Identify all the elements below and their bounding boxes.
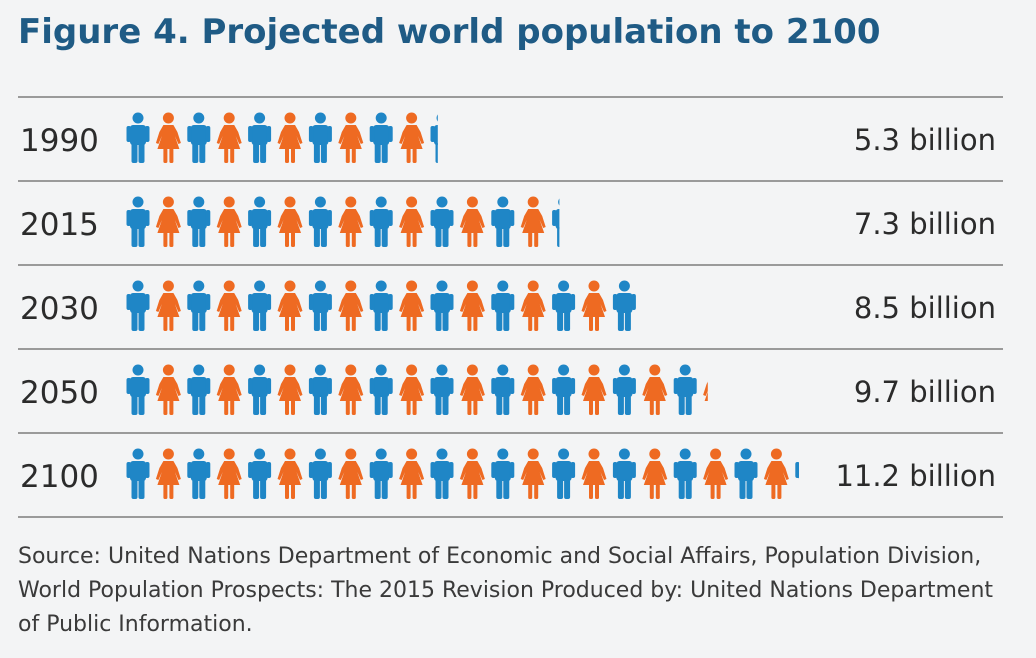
man-icon — [795, 462, 799, 480]
woman-icon — [520, 280, 546, 331]
woman-icon — [338, 112, 364, 163]
source-note: Source: United Nations Department of Eco… — [18, 544, 994, 637]
woman-icon — [459, 280, 485, 331]
man-icon — [430, 114, 438, 163]
woman-icon — [520, 196, 546, 247]
woman-icon — [399, 280, 425, 331]
woman-icon — [520, 364, 546, 415]
year-label: 2050 — [20, 375, 99, 411]
woman-icon — [399, 196, 425, 247]
woman-icon — [338, 448, 364, 499]
woman-icon — [338, 196, 364, 247]
man-icon — [491, 196, 515, 247]
woman-icon — [277, 196, 303, 247]
man-icon — [369, 448, 393, 499]
man-icon — [369, 196, 393, 247]
man-icon — [552, 280, 576, 331]
woman-icon — [216, 196, 242, 247]
woman-icon — [399, 364, 425, 415]
value-label: 5.3 billion — [854, 123, 996, 157]
woman-icon — [277, 280, 303, 331]
man-icon — [612, 448, 636, 499]
man-icon — [308, 112, 332, 163]
man-icon — [308, 364, 332, 415]
man-icon — [430, 196, 454, 247]
woman-icon — [155, 364, 181, 415]
year-label: 2100 — [20, 459, 99, 495]
woman-icon — [642, 364, 668, 415]
man-icon — [552, 448, 576, 499]
man-icon — [673, 448, 697, 499]
man-icon — [430, 364, 454, 415]
man-icon — [126, 280, 150, 331]
man-icon — [612, 280, 636, 331]
man-icon — [126, 448, 150, 499]
value-label: 7.3 billion — [854, 207, 996, 241]
woman-icon — [459, 364, 485, 415]
woman-icon — [459, 196, 485, 247]
woman-icon — [216, 280, 242, 331]
man-icon — [248, 448, 272, 499]
man-icon — [308, 196, 332, 247]
man-icon — [248, 112, 272, 163]
woman-icon — [216, 112, 242, 163]
man-icon — [491, 280, 515, 331]
woman-icon — [581, 364, 607, 415]
woman-icon — [338, 364, 364, 415]
man-icon — [308, 280, 332, 331]
man-icon — [248, 280, 272, 331]
man-icon — [308, 448, 332, 499]
woman-icon — [703, 448, 729, 499]
man-icon — [430, 448, 454, 499]
woman-icon — [763, 448, 789, 499]
woman-icon — [642, 448, 668, 499]
woman-icon — [155, 112, 181, 163]
man-icon — [126, 112, 150, 163]
man-icon — [126, 364, 150, 415]
man-icon — [552, 198, 560, 247]
woman-icon — [277, 364, 303, 415]
man-icon — [734, 448, 758, 499]
man-icon — [187, 196, 211, 247]
man-icon — [187, 364, 211, 415]
woman-icon — [399, 112, 425, 163]
man-icon — [126, 196, 150, 247]
man-icon — [248, 364, 272, 415]
woman-icon — [277, 448, 303, 499]
woman-icon — [459, 448, 485, 499]
man-icon — [187, 280, 211, 331]
man-icon — [187, 112, 211, 163]
year-label: 2015 — [20, 207, 99, 243]
woman-icon — [155, 280, 181, 331]
man-icon — [369, 112, 393, 163]
woman-icon — [399, 448, 425, 499]
man-icon — [430, 280, 454, 331]
man-icon — [673, 364, 697, 415]
man-icon — [187, 448, 211, 499]
value-label: 11.2 billion — [835, 459, 996, 493]
man-icon — [369, 364, 393, 415]
man-icon — [491, 364, 515, 415]
man-icon — [248, 196, 272, 247]
woman-icon — [703, 381, 708, 401]
woman-icon — [338, 280, 364, 331]
chart-title: Figure 4. Projected world population to … — [18, 12, 881, 52]
value-label: 9.7 billion — [854, 375, 996, 409]
year-label: 1990 — [20, 123, 99, 159]
woman-icon — [155, 196, 181, 247]
woman-icon — [277, 112, 303, 163]
man-icon — [491, 448, 515, 499]
value-label: 8.5 billion — [854, 291, 996, 325]
man-icon — [612, 364, 636, 415]
woman-icon — [155, 448, 181, 499]
woman-icon — [520, 448, 546, 499]
woman-icon — [216, 364, 242, 415]
woman-icon — [581, 280, 607, 331]
woman-icon — [216, 448, 242, 499]
population-pictograph-chart: 1990 5.3 billion 2015 7.3 billion 2030 8.5 bi… — [18, 96, 1003, 518]
man-icon — [552, 364, 576, 415]
woman-icon — [581, 448, 607, 499]
man-icon — [369, 280, 393, 331]
year-label: 2030 — [20, 291, 99, 327]
